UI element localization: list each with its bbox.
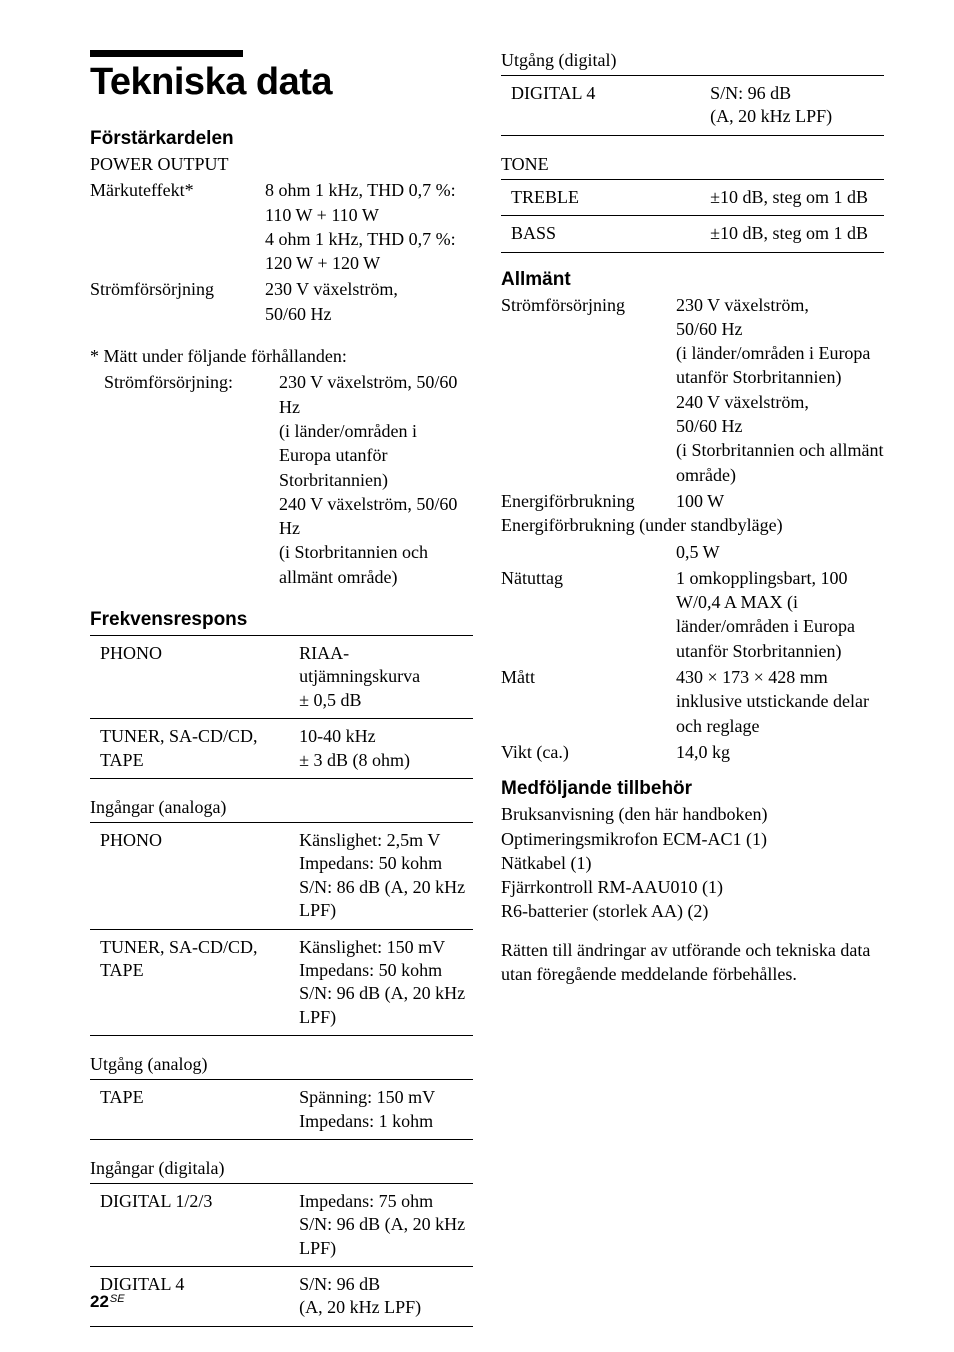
analog-out-head: Utgång (analog) <box>90 1054 473 1075</box>
left-column: Tekniska data Förstärkardelen POWER OUTP… <box>90 50 473 1327</box>
standby-line: Energiförbrukning (under standbyläge) <box>501 513 884 537</box>
page-title: Tekniska data <box>90 61 473 104</box>
standby-val: 0,5 W <box>676 540 884 564</box>
cell: RIAA-utjämningskurva ± 0,5 dB <box>289 636 473 719</box>
tone-head: TONE <box>501 154 884 175</box>
digital-in-head: Ingångar (digitala) <box>90 1158 473 1179</box>
list-item: Nätkabel (1) <box>501 851 884 875</box>
analog-in-head: Ingångar (analoga) <box>90 797 473 818</box>
amp-row-key: Märkuteffekt* <box>90 178 265 275</box>
cell: TAPE <box>90 1080 289 1140</box>
closing-paragraph: Rätten till ändringar av utförande och t… <box>501 938 884 987</box>
general-row: Vikt (ca.) 14,0 kg <box>501 740 884 764</box>
general-key: Strömförsörjning <box>501 293 676 487</box>
digital-out-head: Utgång (digital) <box>501 50 884 71</box>
general-key: Mått <box>501 665 676 738</box>
analog-out-table: TAPESpänning: 150 mV Impedans: 1 kohm <box>90 1079 473 1140</box>
cell: TUNER, SA-CD/CD, TAPE <box>90 929 289 1036</box>
amp-row: Märkuteffekt* 8 ohm 1 kHz, THD 0,7 %: 11… <box>90 178 473 275</box>
cell: DIGITAL 4 <box>501 76 700 136</box>
footnote-key: Strömförsörjning: <box>104 370 279 589</box>
general-heading: Allmänt <box>501 269 884 291</box>
page-number: 22SE <box>90 1292 125 1312</box>
general-val: 430 × 173 × 428 mm inklusive utstickande… <box>676 665 884 738</box>
amp-heading: Förstärkardelen <box>90 128 473 150</box>
cell: Känslighet: 150 mV Impedans: 50 kohm S/N… <box>289 929 473 1036</box>
general-row: Energiförbrukning 100 W <box>501 489 884 513</box>
general-val: 100 W <box>676 489 884 513</box>
amp-footnote: * Mätt under följande förhållanden: Strö… <box>90 344 473 589</box>
cell: ±10 dB, steg om 1 dB <box>700 179 884 215</box>
list-item: Fjärrkontroll RM-AAU010 (1) <box>501 875 884 899</box>
cell: S/N: 96 dB (A, 20 kHz LPF) <box>289 1267 473 1327</box>
digital-in-table: DIGITAL 1/2/3Impedans: 75 ohm S/N: 96 dB… <box>90 1183 473 1327</box>
general-key: Nätuttag <box>501 566 676 663</box>
general-row: Strömförsörjning 230 V växelström, 50/60… <box>501 293 884 487</box>
freq-table: PHONORIAA-utjämningskurva ± 0,5 dB TUNER… <box>90 635 473 779</box>
analog-in-table: PHONOKänslighet: 2,5m V Impedans: 50 koh… <box>90 822 473 1036</box>
cell: Känslighet: 2,5m V Impedans: 50 kohm S/N… <box>289 823 473 930</box>
footnote-val: 230 V växelström, 50/60 Hz (i länder/omr… <box>279 370 473 589</box>
cell: S/N: 96 dB (A, 20 kHz LPF) <box>700 76 884 136</box>
amp-row-val: 8 ohm 1 kHz, THD 0,7 %: 110 W + 110 W 4 … <box>265 178 473 275</box>
standby-key <box>501 540 676 564</box>
title-rule <box>90 50 243 57</box>
standby-row: 0,5 W <box>501 540 884 564</box>
general-val: 230 V växelström, 50/60 Hz (i länder/omr… <box>676 293 884 487</box>
general-row: Nätuttag 1 omkopplingsbart, 100 W/0,4 A … <box>501 566 884 663</box>
cell: ±10 dB, steg om 1 dB <box>700 216 884 252</box>
page-number-suffix: SE <box>110 1293 125 1305</box>
amp-row-key: Strömförsörjning <box>90 277 265 326</box>
right-column: Utgång (digital) DIGITAL 4S/N: 96 dB (A,… <box>501 50 884 1327</box>
footnote-title: * Mätt under följande förhållanden: <box>90 344 473 368</box>
cell: TREBLE <box>501 179 700 215</box>
general-row: Mått 430 × 173 × 428 mm inklusive utstic… <box>501 665 884 738</box>
accessories-heading: Medföljande tillbehör <box>501 778 884 800</box>
cell: BASS <box>501 216 700 252</box>
cell: PHONO <box>90 823 289 930</box>
general-val: 14,0 kg <box>676 740 884 764</box>
list-item: R6-batterier (storlek AA) (2) <box>501 899 884 923</box>
amp-row: Strömförsörjning 230 V växelström, 50/60… <box>90 277 473 326</box>
freq-heading: Frekvensrespons <box>90 609 473 631</box>
list-item: Optimeringsmikrofon ECM-AC1 (1) <box>501 827 884 851</box>
cell: Impedans: 75 ohm S/N: 96 dB (A, 20 kHz L… <box>289 1183 473 1266</box>
cell: DIGITAL 1/2/3 <box>90 1183 289 1266</box>
digital-out-table: DIGITAL 4S/N: 96 dB (A, 20 kHz LPF) <box>501 75 884 136</box>
general-key: Energiförbrukning <box>501 489 676 513</box>
cell: 10-40 kHz ± 3 dB (8 ohm) <box>289 719 473 779</box>
tone-table: TREBLE±10 dB, steg om 1 dB BASS±10 dB, s… <box>501 179 884 253</box>
list-item: Bruksanvisning (den här handboken) <box>501 802 884 826</box>
general-key: Vikt (ca.) <box>501 740 676 764</box>
accessories-list: Bruksanvisning (den här handboken) Optim… <box>501 802 884 923</box>
cell: PHONO <box>90 636 289 719</box>
general-val: 1 omkopplingsbart, 100 W/0,4 A MAX (i lä… <box>676 566 884 663</box>
cell: Spänning: 150 mV Impedans: 1 kohm <box>289 1080 473 1140</box>
amp-row-val: 230 V växelström, 50/60 Hz <box>265 277 473 326</box>
cell: TUNER, SA-CD/CD, TAPE <box>90 719 289 779</box>
power-output-label: POWER OUTPUT <box>90 152 473 176</box>
page-number-value: 22 <box>90 1292 109 1311</box>
